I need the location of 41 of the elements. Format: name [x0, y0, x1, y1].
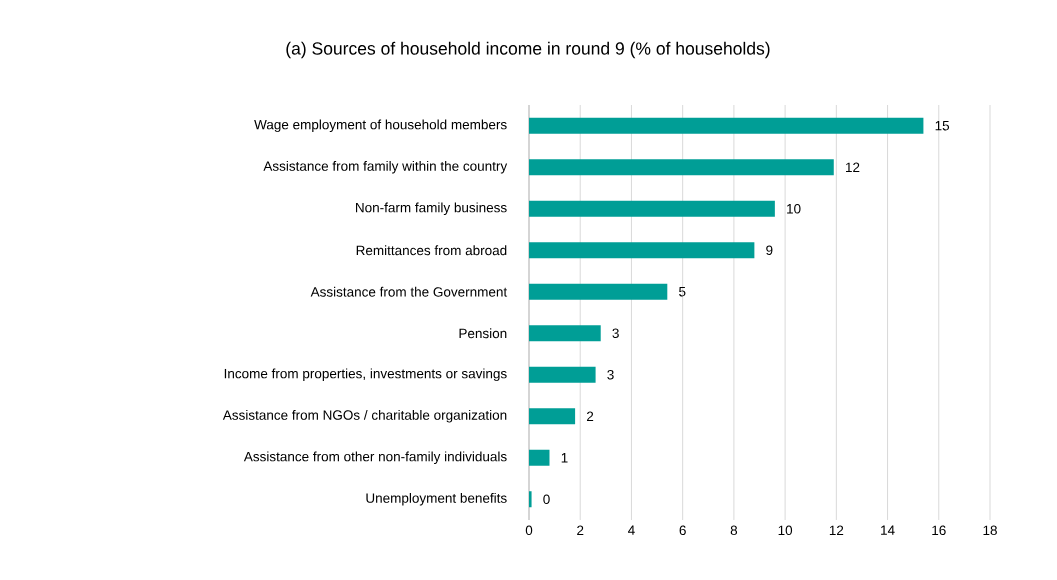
bar — [529, 159, 834, 176]
bar — [529, 408, 576, 425]
x-tick-label: 6 — [679, 525, 686, 536]
bar — [529, 491, 532, 508]
bar — [529, 200, 775, 217]
y-tick-label: Assistance from family within the country — [263, 160, 508, 174]
y-tick-label: Wage employment of household members — [254, 119, 507, 133]
x-tick-label: 14 — [881, 525, 895, 535]
data-label: 3 — [607, 369, 614, 380]
x-tick-label: 4 — [628, 525, 635, 535]
data-label: 2 — [586, 411, 594, 421]
bar — [529, 449, 550, 466]
x-tick-label: 16 — [932, 525, 946, 536]
x-tick-label: 0 — [525, 525, 533, 536]
data-label: 0 — [543, 494, 550, 505]
y-tick-label: Assistance from the Government — [310, 286, 508, 297]
x-tick-label: 10 — [778, 525, 793, 536]
bar — [529, 117, 924, 134]
bar — [529, 283, 668, 300]
bar — [529, 242, 755, 259]
y-tick-label: Assistance from NGOs / charitable organization — [222, 409, 507, 423]
y-tick-label: Remittances from abroad — [356, 245, 507, 256]
y-tick-label: Pension — [459, 328, 507, 339]
bar — [529, 325, 601, 342]
x-tick-label: 12 — [829, 525, 844, 535]
data-label: 10 — [787, 203, 801, 214]
data-label: 12 — [846, 162, 860, 172]
chart-title: (a) Sources of household income in round 9 (% of households) — [286, 41, 770, 59]
bar — [529, 366, 596, 383]
data-label: 1 — [561, 453, 568, 463]
x-tick-label: 8 — [730, 525, 738, 536]
y-tick-label: Non-farm family business — [356, 202, 507, 216]
data-label: 9 — [766, 245, 773, 256]
x-tick-label: 2 — [577, 525, 584, 535]
y-tick-label: Income from properties, investments or savings — [224, 368, 507, 382]
y-tick-label: Assistance from other non-family individuals — [243, 451, 507, 465]
data-label: 3 — [612, 328, 619, 339]
data-label: 5 — [679, 287, 686, 297]
y-tick-label: Unemployment benefits — [366, 492, 507, 506]
data-label: 15 — [935, 121, 950, 131]
x-tick-label: 18 — [983, 525, 997, 536]
